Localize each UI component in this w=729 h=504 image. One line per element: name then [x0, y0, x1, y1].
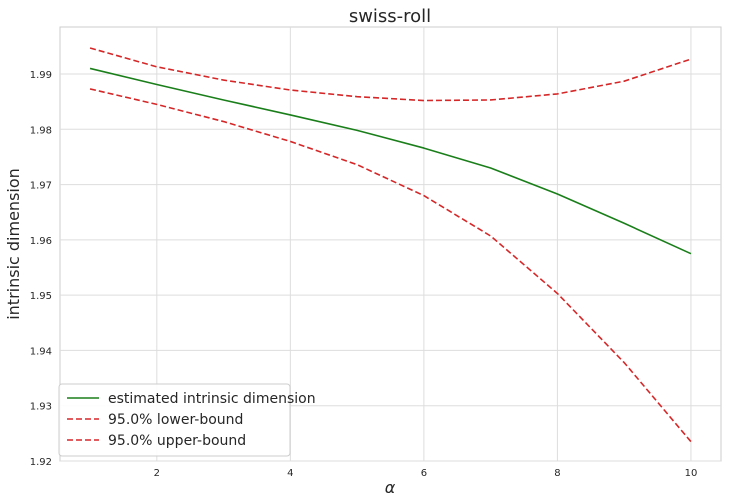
legend-label-lower: 95.0% lower-bound: [108, 412, 243, 428]
legend-label-upper: 95.0% upper-bound: [108, 433, 246, 449]
x-tick-label: 4: [287, 468, 293, 479]
series-line-2: [89, 47, 692, 102]
legend-label-estimated: estimated intrinsic dimension: [108, 391, 316, 407]
legend-box: [58, 383, 291, 457]
x-axis-label: α: [385, 478, 396, 497]
y-tick-label: 1.96: [30, 236, 52, 247]
x-tick-label: 10: [685, 468, 698, 479]
y-tick-label: 1.97: [30, 181, 52, 192]
series-line-1: [89, 88, 692, 443]
y-tick-label: 1.95: [30, 291, 52, 302]
x-tick-label: 8: [554, 468, 560, 479]
x-tick-label: 2: [154, 468, 160, 479]
y-tick-label: 1.98: [30, 125, 52, 136]
chart-title: swiss-roll: [349, 6, 431, 27]
series-lines: [89, 47, 692, 443]
y-tick-label: 1.93: [30, 402, 52, 413]
y-axis-label: intrinsic dimension: [4, 168, 23, 320]
y-tick-label: 1.92: [30, 457, 52, 468]
legend: estimated intrinsic dimension 95.0% lowe…: [58, 383, 316, 457]
series-line-0: [89, 67, 692, 255]
y-tick-label: 1.94: [30, 346, 52, 357]
tick-labels: 2 4 6 8 10 1.92 1.93 1.94 1.95 1.96 1.97 1.98 1.99: [30, 70, 698, 479]
x-tick-label: 6: [421, 468, 427, 479]
y-tick-label: 1.99: [30, 70, 52, 81]
